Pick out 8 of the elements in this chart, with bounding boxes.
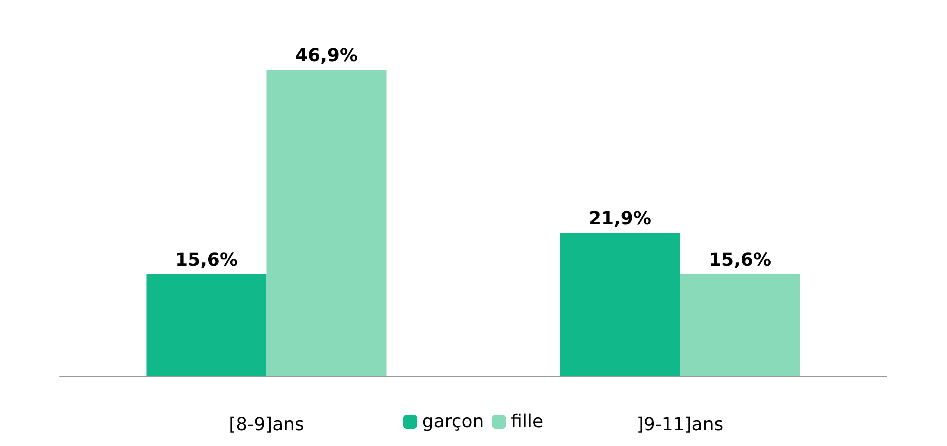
data-label: 46,9% <box>296 46 358 67</box>
x-tick-label: ]9-11]ans <box>636 414 724 436</box>
legend-label: fille <box>511 412 544 432</box>
data-label: 15,6% <box>176 250 238 271</box>
legend-label: garçon <box>422 412 484 432</box>
x-tick-label: [8-9]ans <box>229 414 304 436</box>
data-label: 15,6% <box>709 250 772 271</box>
data-label: 21,9% <box>589 208 652 230</box>
